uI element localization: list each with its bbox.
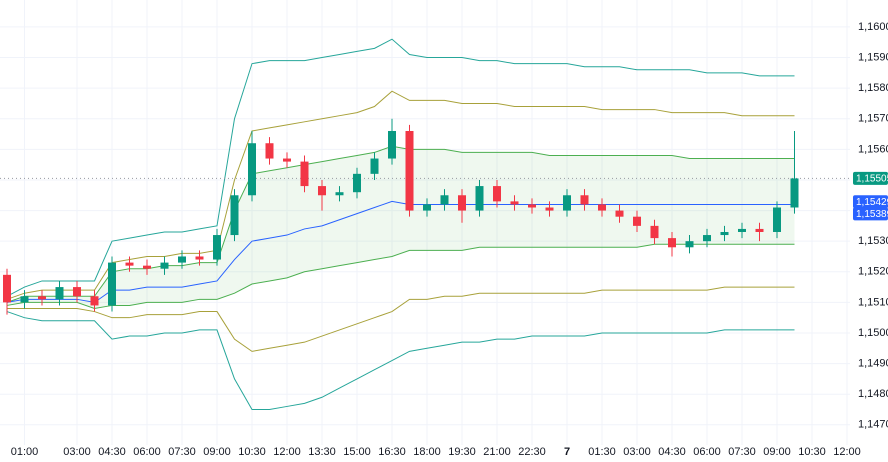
candle-body bbox=[90, 296, 99, 306]
y-tick-label: 1,14900 bbox=[858, 357, 888, 369]
candle-body bbox=[598, 204, 606, 211]
candle-body bbox=[3, 274, 11, 303]
price-label: 1,15389 bbox=[856, 209, 888, 220]
candle-body bbox=[650, 225, 659, 239]
candle-body bbox=[703, 235, 711, 242]
x-tick-label: 09:00 bbox=[763, 446, 791, 458]
y-tick-label: 1,15900 bbox=[858, 51, 888, 63]
candle-body bbox=[213, 235, 221, 260]
band-line bbox=[6, 243, 795, 310]
band-line bbox=[6, 200, 795, 303]
x-tick-label: 01:00 bbox=[11, 446, 39, 458]
candle-body bbox=[125, 262, 134, 266]
candle-body bbox=[388, 130, 396, 159]
candle-body bbox=[475, 186, 484, 211]
price-label: 1,15429 bbox=[856, 197, 888, 208]
x-tick-label: 06:00 bbox=[693, 446, 721, 458]
candle-body bbox=[685, 241, 694, 248]
candle-body bbox=[405, 130, 414, 211]
candle-body bbox=[773, 207, 781, 232]
candle-body bbox=[510, 201, 519, 205]
y-tick-label: 1,15700 bbox=[858, 113, 888, 125]
price-label: 1,15505 bbox=[856, 174, 888, 185]
x-tick-label: 04:30 bbox=[658, 446, 686, 458]
y-tick-label: 1,15200 bbox=[858, 266, 888, 278]
band-line bbox=[6, 38, 795, 297]
candle-body bbox=[545, 207, 554, 211]
candle-body bbox=[73, 287, 81, 297]
candle-body bbox=[563, 195, 571, 211]
x-tick-label: 10:30 bbox=[798, 446, 826, 458]
price-label-box bbox=[853, 195, 888, 209]
candle-body bbox=[720, 231, 729, 236]
x-tick-label: 01:30 bbox=[588, 446, 616, 458]
x-tick-label: 19:30 bbox=[448, 446, 476, 458]
band-line bbox=[6, 311, 795, 410]
x-tick-label: 04:30 bbox=[98, 446, 126, 458]
x-tick-label: 21:00 bbox=[483, 446, 511, 458]
candle-body bbox=[580, 195, 589, 205]
candle-body bbox=[265, 143, 274, 159]
x-tick-label: 16:30 bbox=[378, 446, 406, 458]
band-line bbox=[6, 145, 795, 303]
candle-body bbox=[300, 161, 309, 187]
x-tick-label: 18:00 bbox=[413, 446, 441, 458]
candle-body bbox=[178, 256, 186, 263]
y-tick-label: 1,15300 bbox=[858, 235, 888, 247]
x-tick-label: 07:30 bbox=[728, 446, 756, 458]
candle-body bbox=[493, 186, 501, 202]
band-line bbox=[7, 286, 795, 352]
candle-body bbox=[440, 195, 449, 205]
candle-body bbox=[458, 195, 466, 211]
candle-body bbox=[353, 173, 361, 193]
candle-body bbox=[230, 195, 239, 236]
y-tick-label: 1,14800 bbox=[858, 388, 888, 400]
y-tick-label: 1,16000 bbox=[858, 21, 888, 33]
candle-body bbox=[248, 143, 256, 196]
candle-body bbox=[160, 262, 169, 269]
x-tick-label: 03:00 bbox=[623, 446, 651, 458]
x-tick-label: 13:30 bbox=[308, 446, 336, 458]
x-tick-label: 09:00 bbox=[203, 446, 231, 458]
candle-body bbox=[790, 178, 799, 208]
y-tick-label: 1,15100 bbox=[858, 296, 888, 308]
candle-body bbox=[423, 204, 431, 211]
band-fill bbox=[7, 146, 795, 309]
candle-body bbox=[38, 296, 46, 300]
candle-body bbox=[283, 158, 291, 162]
band-line bbox=[6, 90, 795, 300]
y-tick-label: 1,14700 bbox=[858, 419, 888, 431]
y-tick-label: 1,15000 bbox=[858, 327, 888, 339]
y-tick-label: 1,15600 bbox=[858, 143, 888, 155]
candle-body bbox=[755, 228, 764, 232]
candle-body bbox=[668, 238, 676, 248]
candle-body bbox=[528, 204, 536, 208]
x-tick-label: 10:30 bbox=[238, 446, 266, 458]
x-tick-label: 7 bbox=[564, 446, 570, 458]
candle-body bbox=[55, 287, 64, 300]
candle-body bbox=[20, 296, 29, 303]
price-label-box bbox=[853, 207, 888, 221]
y-tick-label: 1,15800 bbox=[858, 82, 888, 94]
x-tick-label: 06:00 bbox=[133, 446, 161, 458]
candle-body bbox=[633, 216, 641, 226]
candle-body bbox=[318, 186, 326, 196]
x-tick-label: 03:00 bbox=[63, 446, 91, 458]
candle-body bbox=[143, 265, 151, 269]
candle-body bbox=[335, 192, 344, 196]
x-tick-label: 12:00 bbox=[273, 446, 301, 458]
candle-body bbox=[370, 158, 379, 174]
x-tick-label: 15:00 bbox=[343, 446, 371, 458]
price-label-box bbox=[853, 171, 888, 185]
candle-body bbox=[195, 256, 204, 260]
candle-body bbox=[738, 228, 746, 232]
x-tick-label: 22:30 bbox=[518, 446, 546, 458]
x-tick-label: 12:00 bbox=[833, 446, 861, 458]
candle-body bbox=[108, 262, 116, 306]
candle-body bbox=[615, 210, 624, 217]
x-tick-label: 07:30 bbox=[168, 446, 196, 458]
